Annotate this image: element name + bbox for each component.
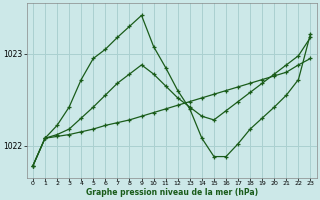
X-axis label: Graphe pression niveau de la mer (hPa): Graphe pression niveau de la mer (hPa) [86, 188, 258, 197]
